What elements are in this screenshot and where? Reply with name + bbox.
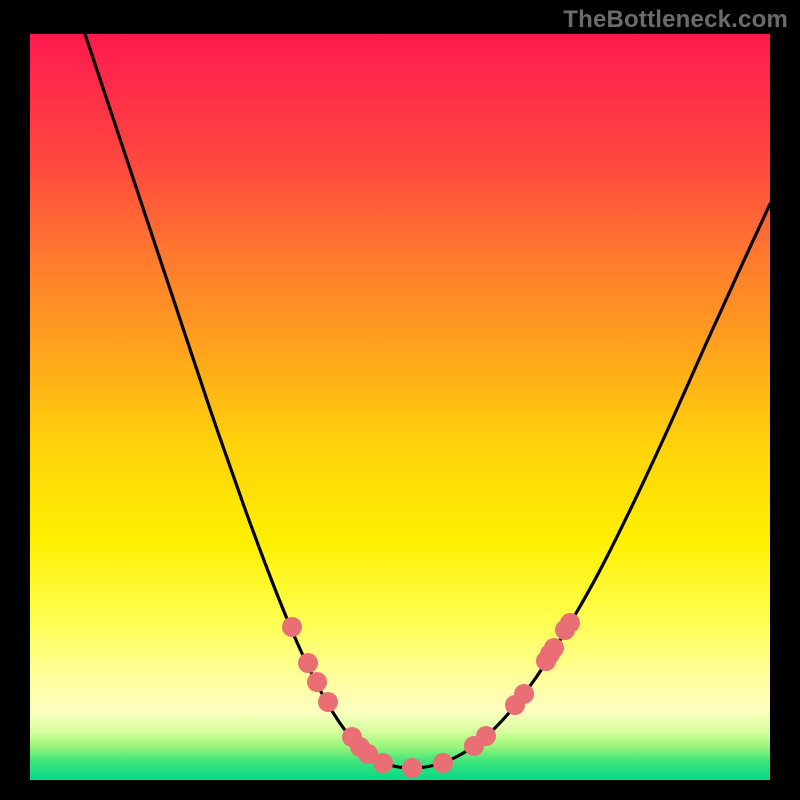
data-marker (402, 758, 422, 778)
data-marker (282, 617, 302, 637)
data-marker (544, 638, 564, 658)
bottleneck-plot (30, 34, 770, 780)
data-marker (373, 753, 393, 773)
data-marker (318, 692, 338, 712)
data-marker (307, 672, 327, 692)
gradient-background (30, 34, 770, 780)
plot-svg (30, 34, 770, 780)
data-marker (433, 753, 453, 773)
watermark-text: TheBottleneck.com (563, 6, 788, 34)
data-marker (476, 726, 496, 746)
data-marker (514, 684, 534, 704)
data-marker (298, 653, 318, 673)
data-marker (560, 613, 580, 633)
